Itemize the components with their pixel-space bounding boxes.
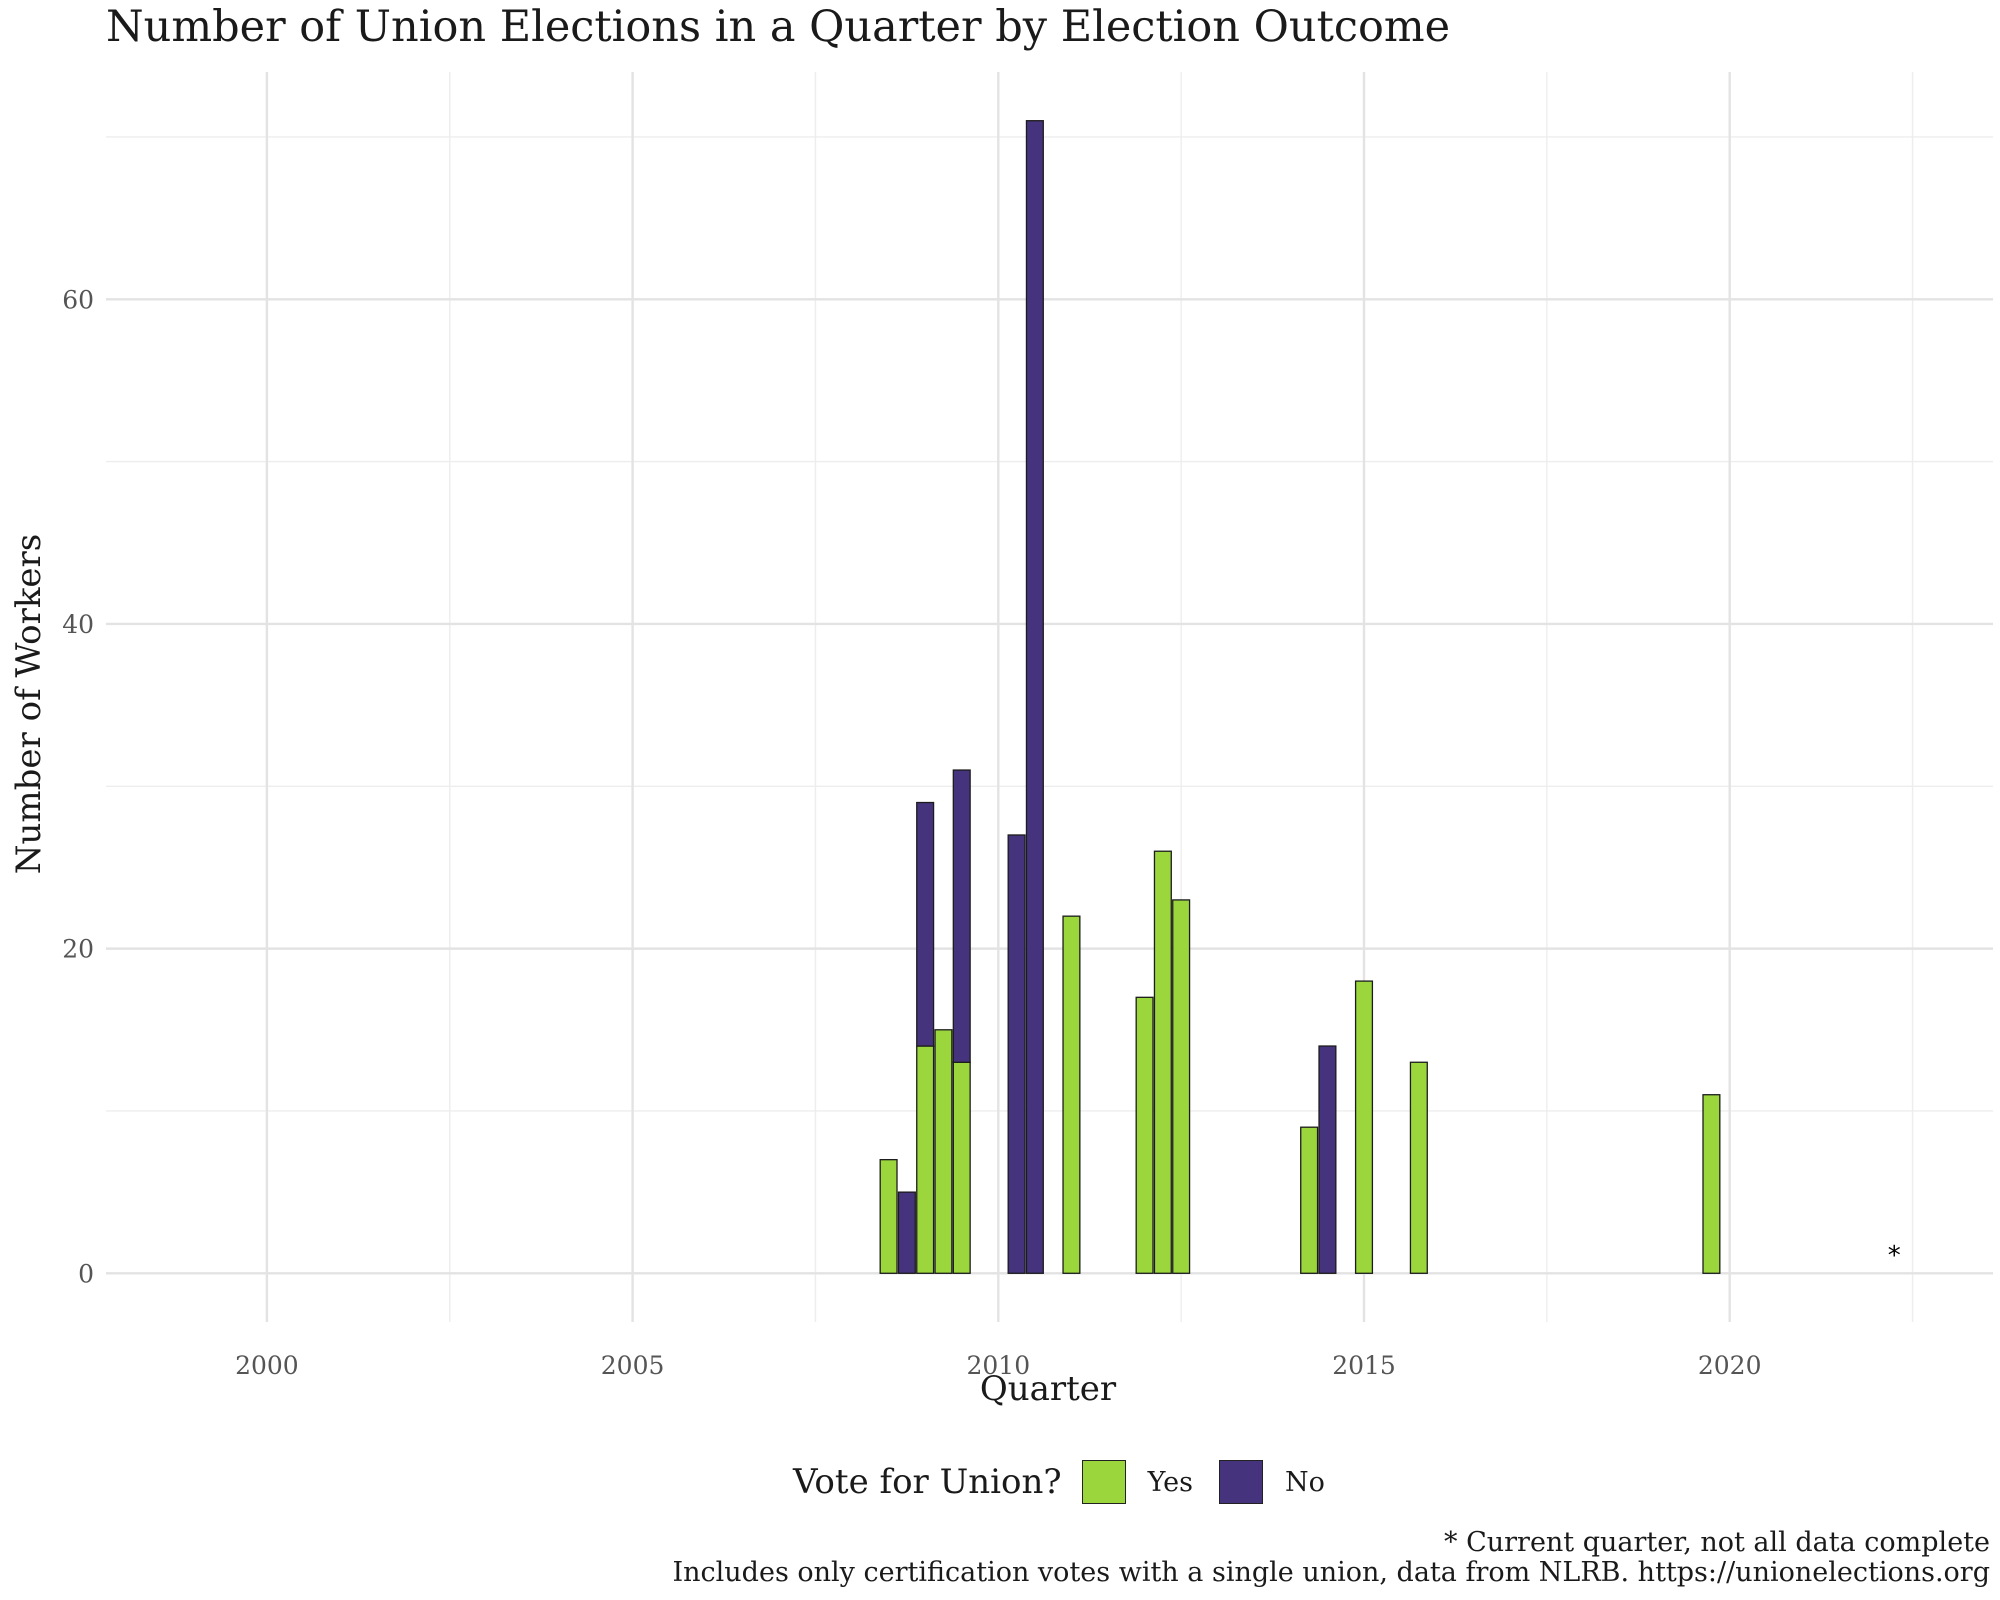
bar-yes-2008.5	[879, 1159, 898, 1274]
x-tick-label-2020: 2020	[1698, 1351, 1762, 1380]
y-axis-tick-labels: 0 20 40 60	[62, 285, 94, 1288]
bars-layer	[879, 120, 1721, 1274]
legend-label-no: No	[1284, 1466, 1325, 1498]
bar-no-2009.5	[952, 769, 971, 1063]
bar-yes-2015	[1354, 980, 1374, 1274]
x-tick-label-2015: 2015	[1332, 1351, 1396, 1380]
x-axis-label: Quarter	[980, 1369, 1117, 1409]
bar-no-2008.75	[897, 1191, 916, 1274]
caption-source-note: Includes only certification votes with a…	[672, 1557, 1990, 1588]
bar-yes-2009.25	[934, 1029, 953, 1274]
x-axis-tick-labels: 2000 2005 2010 2015 2020	[235, 1351, 1761, 1380]
legend-label-yes: Yes	[1147, 1466, 1193, 1498]
legend-item-no: No	[1218, 1460, 1325, 1504]
annotation-layer: *	[1888, 1241, 1901, 1271]
y-tick-label-60: 60	[62, 285, 94, 314]
bar-yes-2009	[916, 1045, 935, 1274]
legend-title: Vote for Union?	[793, 1462, 1062, 1502]
legend-item-yes: Yes	[1081, 1460, 1193, 1504]
bar-no-2010.5	[1025, 120, 1044, 1274]
bar-no-2010.25	[1007, 834, 1026, 1274]
y-tick-label-40: 40	[62, 610, 94, 639]
x-tick-label-2000: 2000	[235, 1351, 299, 1380]
current-quarter-asterisk: *	[1888, 1241, 1901, 1271]
chart-title: Number of Union Elections in a Quarter b…	[106, 2, 1451, 52]
y-axis-label: Number of Workers	[9, 534, 49, 874]
y-tick-label-0: 0	[78, 1259, 94, 1288]
bar-yes-2012	[1135, 996, 1154, 1274]
bar-no-2009	[916, 801, 935, 1047]
bar-yes-2012.5	[1172, 899, 1191, 1274]
bar-yes-2015.75	[1409, 1061, 1428, 1274]
bar-no-2014.5	[1318, 1045, 1337, 1274]
y-tick-label-20: 20	[62, 935, 94, 964]
bar-yes-2012.25	[1153, 850, 1172, 1274]
x-tick-label-2005: 2005	[601, 1351, 665, 1380]
bar-yes-2011	[1062, 915, 1081, 1274]
x-tick-label-2010: 2010	[966, 1351, 1030, 1380]
bar-yes-2014.25	[1300, 1126, 1319, 1274]
legend-swatch-yes	[1081, 1460, 1126, 1504]
bar-yes-2019.75	[1702, 1094, 1721, 1274]
legend: Vote for Union? Yes No	[793, 1458, 1351, 1506]
caption-current-quarter-note: * Current quarter, not all data complete	[1444, 1527, 1990, 1558]
grid-minor-lines	[106, 72, 1993, 1322]
grid-major-lines	[106, 72, 1993, 1322]
legend-swatch-no	[1218, 1460, 1263, 1504]
bar-yes-2009.5	[952, 1061, 971, 1274]
